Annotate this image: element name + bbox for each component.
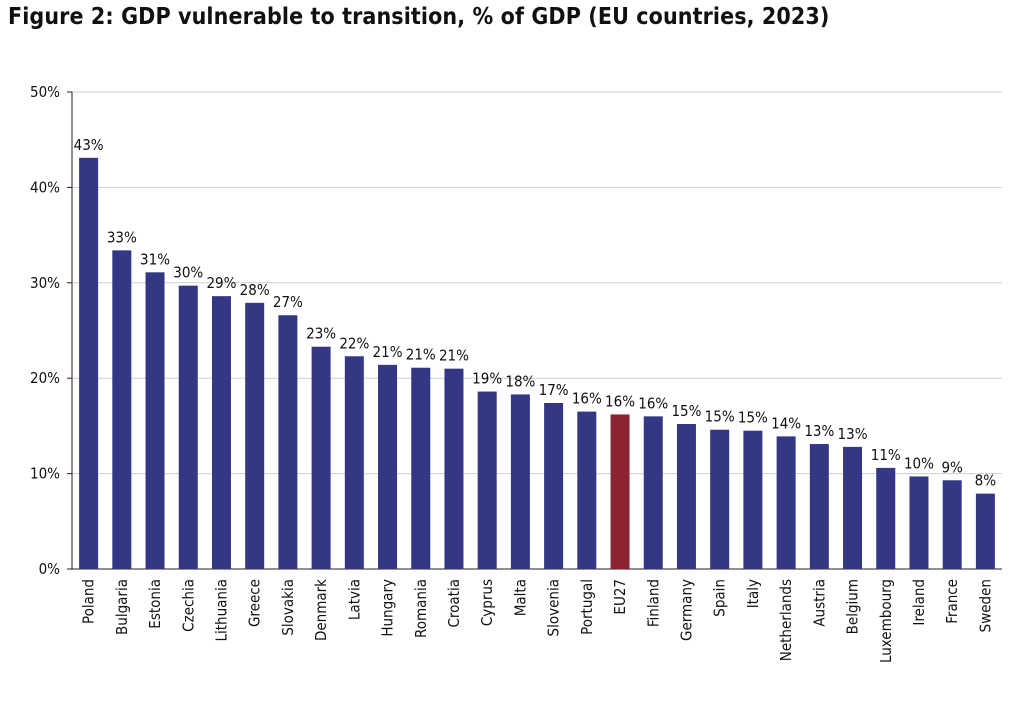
x-tick-label: Greece [246,579,264,627]
x-tick-label: Estonia [146,579,164,629]
x-tick-label: France [943,579,961,624]
x-tick-label: Hungary [379,579,397,637]
x-axis-tick-labels: Poland Bulgaria Estonia Czechia Lithuania Gre… [80,579,995,663]
data-label: 16% [638,394,668,412]
bar-finland [643,416,663,569]
data-label: 21% [406,346,436,364]
x-tick-label: Lithuania [212,579,230,642]
x-tick-label: Belgium [844,579,862,634]
bar-greece [245,302,265,569]
bar-belgium [843,446,863,569]
bar-bulgaria [112,250,132,570]
y-axis-tick-labels: 0% 10% 20% 30% 40% 50% [30,83,60,578]
x-tick-label: Slovenia [545,579,563,636]
data-label: 18% [505,372,535,390]
x-tick-label: Croatia [445,579,463,627]
data-label: 31% [140,250,170,268]
data-label: 21% [439,347,469,365]
bar-eu27 [610,414,630,569]
bar-italy [743,430,763,569]
y-tick-label: 50% [30,83,60,101]
x-tick-label: Malta [511,579,529,616]
bar-slovenia [544,403,564,569]
chart-title: Figure 2: GDP vulnerable to transition, … [8,4,830,30]
y-tick-label: 0% [39,560,61,578]
bar-romania [411,367,431,569]
bar-croatia [444,368,464,569]
data-label: 30% [173,264,203,282]
bar-luxembourg [876,467,896,569]
data-label: 15% [738,409,768,427]
data-label: 13% [838,425,868,443]
bar-latvia [344,356,364,569]
bar-france [942,480,962,569]
bars [79,157,995,570]
x-tick-label: Romania [412,579,430,638]
bar-slovakia [278,315,298,569]
bar-germany [676,423,696,569]
data-label: 28% [240,281,270,299]
data-label: 23% [306,325,336,343]
data-label: 11% [871,446,901,464]
x-tick-label: Portugal [578,579,596,635]
x-tick-label: EU27 [611,579,629,615]
x-tick-label: Netherlands [777,579,795,661]
bar-hungary [378,364,398,569]
bar-spain [710,429,730,569]
data-label: 15% [705,408,735,426]
x-tick-label: Luxembourg [877,579,895,663]
data-label: 9% [941,458,963,476]
y-tick-label: 30% [30,274,60,292]
data-labels: 43%33%31%30%29% 28%27%23%22% 21% 21% 21%19% 1… [74,136,997,490]
x-tick-label: Ireland [910,579,928,626]
bar-austria [809,444,829,569]
data-label: 16% [572,390,602,408]
x-tick-label: Slovakia [279,579,297,636]
data-label: 43% [74,136,104,154]
x-tick-label: Poland [80,579,98,624]
data-label: 19% [472,370,502,388]
data-label: 27% [273,293,303,311]
bar-poland [79,157,99,569]
bar-malta [510,394,530,569]
x-tick-label: Bulgaria [113,579,131,635]
data-label: 29% [206,274,236,292]
data-label: 10% [904,454,934,472]
y-tick-label: 40% [30,178,60,196]
x-tick-label: Austria [810,579,828,627]
bar-portugal [577,411,597,569]
bar-lithuania [211,296,231,569]
data-label: 15% [671,402,701,420]
y-tick-label: 10% [30,465,60,483]
data-label: 21% [373,343,403,361]
bar-czechia [178,285,198,569]
bar-denmark [311,346,331,569]
data-label: 33% [107,228,137,246]
x-tick-label: Spain [711,579,729,617]
bar-netherlands [776,436,796,569]
data-label: 17% [539,381,569,399]
bar-sweden [975,493,995,569]
bar-ireland [909,476,929,569]
x-tick-label: Denmark [312,579,330,641]
x-tick-label: Czechia [179,579,197,632]
x-tick-label: Cyprus [478,579,496,626]
x-tick-label: Latvia [345,579,363,620]
x-tick-label: Italy [744,579,762,608]
x-tick-label: Sweden [976,579,994,632]
x-tick-label: Germany [677,579,695,641]
data-label: 13% [804,422,834,440]
bar-estonia [145,272,165,569]
bar-cyprus [477,391,497,569]
data-label: 16% [605,392,635,410]
data-label: 14% [771,414,801,432]
x-tick-label: Finland [644,579,662,627]
data-label: 22% [339,334,369,352]
data-label: 8% [975,472,997,490]
y-tick-label: 20% [30,369,60,387]
